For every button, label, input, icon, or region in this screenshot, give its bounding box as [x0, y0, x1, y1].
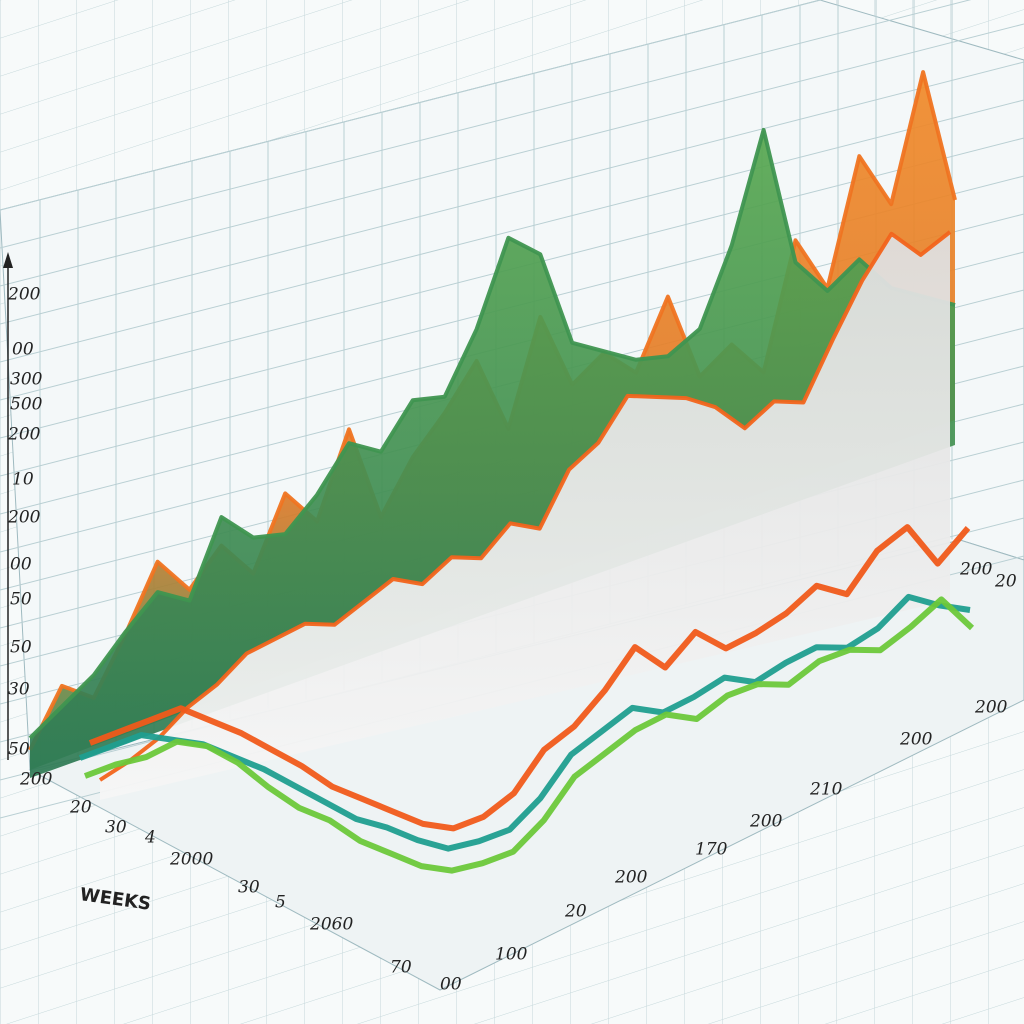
- series-line: [28, 127, 956, 740]
- series-line: [98, 230, 952, 782]
- y-tick-label: 00: [12, 340, 34, 360]
- x-tick-label: 2060: [309, 915, 353, 935]
- depth-tick-label: 20: [564, 902, 587, 922]
- y-tick-label: 50: [10, 590, 32, 610]
- y-tick-label: 500: [10, 395, 43, 415]
- wall-grid-line: [0, 23, 1024, 287]
- depth-tick-label: 200: [899, 730, 933, 750]
- x-tick-label: 30: [238, 878, 260, 898]
- depth-tick-label: 170: [695, 840, 728, 860]
- y-axis-arrow: [3, 252, 13, 268]
- wall-grid-line: [0, 0, 823, 211]
- depth-tick-label: 200: [749, 812, 783, 832]
- wall-grid-line: [0, 0, 972, 249]
- depth-tick-label: 20: [994, 572, 1017, 592]
- x-tick-label: 5: [275, 893, 286, 913]
- area: [100, 232, 950, 800]
- x-tick-label: 4: [144, 828, 156, 848]
- depth-tick-label: 200: [974, 698, 1008, 718]
- y-tick-label: 30: [8, 680, 30, 700]
- wall-grid-line: [0, 61, 1024, 325]
- y-tick-label: 50: [8, 740, 30, 760]
- y-tick-label: 300: [10, 370, 43, 390]
- y-tick-label: 200: [7, 425, 41, 445]
- x-tick-label: 70: [390, 958, 412, 978]
- y-tick-label: 200: [7, 508, 41, 528]
- area: [30, 129, 955, 778]
- y-tick-label: 10: [12, 470, 34, 490]
- depth-tick-label: 200: [959, 560, 993, 580]
- y-tick-label: 00: [10, 555, 32, 575]
- x-tick-label: 200: [19, 770, 53, 790]
- x-tick-label: 2000: [169, 850, 213, 870]
- series-line: [88, 524, 971, 832]
- x-tick-label: 00: [440, 975, 462, 995]
- depth-tick-label: 210: [809, 780, 843, 800]
- y-tick-label: 50: [10, 638, 32, 658]
- depth-tick-label: 200: [614, 868, 648, 888]
- x-tick-label: 20: [69, 798, 92, 818]
- y-tick-label: 200: [7, 285, 41, 305]
- depth-tick-label: 100: [495, 945, 528, 965]
- series-line: [83, 596, 975, 874]
- wall-grid-line: [0, 99, 1024, 363]
- x-tick-label: 30: [105, 818, 127, 838]
